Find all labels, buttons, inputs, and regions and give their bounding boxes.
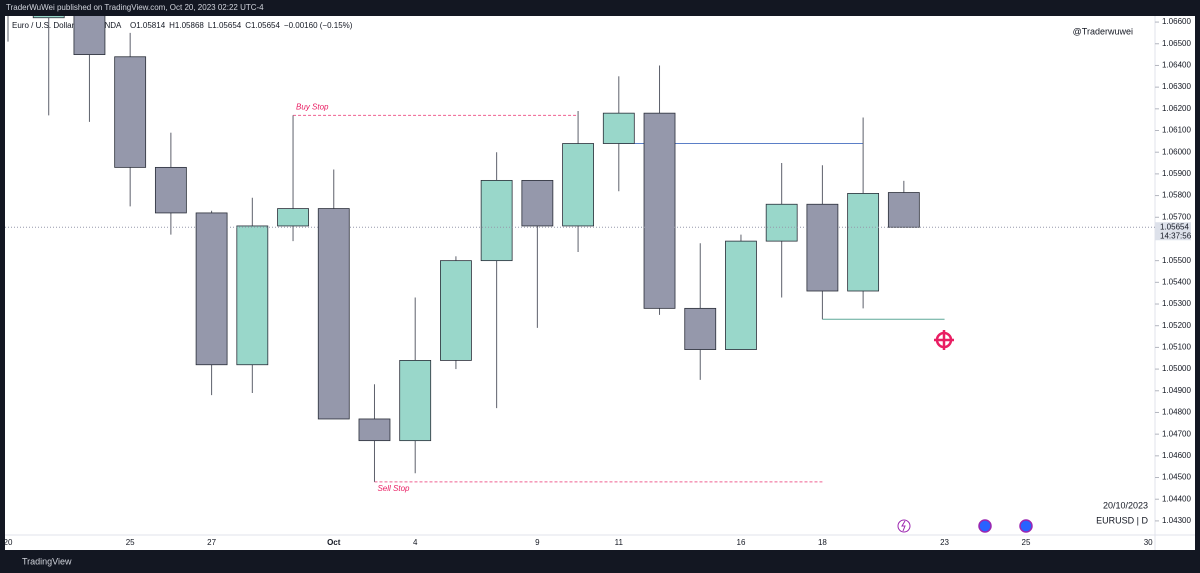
y-tick-label: 1.04500: [1162, 473, 1191, 482]
y-tick-label: 1.06400: [1162, 61, 1191, 70]
symbol-label: EURUSD | D: [1096, 515, 1148, 525]
event-icon: [1019, 519, 1033, 533]
candle-body: [32, 16, 65, 19]
candle-body: [847, 193, 880, 292]
y-tick-label: 1.06000: [1162, 147, 1191, 156]
y-tick-label: 1.05100: [1162, 343, 1191, 352]
event-icons: [897, 519, 1033, 533]
candle-body: [154, 166, 187, 214]
candle-body: [521, 179, 554, 227]
y-tick-label: 1.05700: [1162, 212, 1191, 221]
ohlc-value: −0.00160 (−0.15%): [284, 21, 353, 30]
y-tick-label: 1.05300: [1162, 299, 1191, 308]
event-icon: [978, 519, 992, 533]
candle-body: [562, 143, 594, 227]
candle-body: [236, 225, 269, 366]
x-tick-label: 20: [4, 538, 13, 547]
y-tick-label: 1.06600: [1162, 17, 1191, 26]
x-tick-label: 16: [737, 538, 746, 547]
candle-body: [480, 179, 513, 262]
x-tick-label: 4: [413, 538, 418, 547]
candle-body: [440, 260, 472, 361]
candle-body: [114, 56, 147, 168]
y-tick-label: 1.05400: [1162, 277, 1191, 286]
candle-body: [399, 360, 432, 442]
date-label: 20/10/2023: [1103, 500, 1148, 510]
footer-brand: TradingView: [22, 556, 72, 566]
candle-body: [602, 112, 635, 144]
symbol-title: Euro / U.S. Dollar, 1D, OANDA: [12, 21, 122, 30]
x-tick-label: 25: [1022, 538, 1031, 547]
x-tick-label: 23: [940, 538, 949, 547]
ohlc-value: H1.05868: [169, 21, 204, 30]
y-tick-label: 1.04400: [1162, 494, 1191, 503]
price-box-label: 1.05654: [1160, 222, 1189, 231]
ohlc-value: C1.05654: [245, 21, 280, 30]
candle-body: [725, 240, 757, 350]
x-tick-label: 9: [535, 538, 540, 547]
candle-body: [806, 203, 839, 292]
y-tick-label: 1.04600: [1162, 451, 1191, 460]
event-icon: [901, 520, 906, 532]
y-tick-label: 1.05800: [1162, 191, 1191, 200]
level-label: Sell Stop: [377, 484, 410, 493]
countdown: 14:37:56: [1160, 231, 1192, 240]
x-tick-label: 27: [207, 538, 216, 547]
watermark: @Traderwuwei: [1073, 26, 1133, 36]
chart-background: [5, 16, 1195, 550]
target-icon: [934, 330, 954, 350]
y-tick-label: 1.04800: [1162, 408, 1191, 417]
plot-area: Buy Stop Sell Stop: [5, 16, 1155, 493]
y-tick-label: 1.04700: [1162, 429, 1191, 438]
candle-body: [277, 208, 309, 227]
candle-body: [765, 203, 798, 242]
x-tick-label: 18: [818, 538, 827, 547]
y-tick-label: 1.05500: [1162, 256, 1191, 265]
y-tick-label: 1.06100: [1162, 126, 1191, 135]
ohlc-value: O1.05814: [130, 21, 166, 30]
y-tick-label: 1.04300: [1162, 516, 1191, 525]
y-tick-label: 1.05000: [1162, 364, 1191, 373]
candle-body: [195, 212, 228, 366]
candle-body: [73, 16, 106, 56]
y-tick-label: 1.04900: [1162, 386, 1191, 395]
y-tick-label: 1.06200: [1162, 104, 1191, 113]
price-box: [1155, 222, 1191, 241]
level-label: Buy Stop: [296, 102, 329, 111]
candle-body: [887, 192, 920, 228]
x-tick-label: 30: [1144, 538, 1153, 547]
candle-body: [358, 418, 391, 442]
x-tick-label: Oct: [327, 538, 341, 547]
y-tick-label: 1.05900: [1162, 169, 1191, 178]
candle-body: [643, 112, 676, 309]
ohlc-value: L1.05654: [208, 21, 242, 30]
candle-body: [684, 307, 717, 350]
y-tick-label: 1.06300: [1162, 82, 1191, 91]
y-tick-label: 1.05200: [1162, 321, 1191, 330]
x-tick-label: 25: [126, 538, 135, 547]
published-line: TraderWuWei published on TradingView.com…: [6, 3, 264, 12]
x-tick-label: 11: [615, 538, 624, 547]
candle-body: [317, 208, 350, 420]
y-tick-label: 1.06500: [1162, 39, 1191, 48]
